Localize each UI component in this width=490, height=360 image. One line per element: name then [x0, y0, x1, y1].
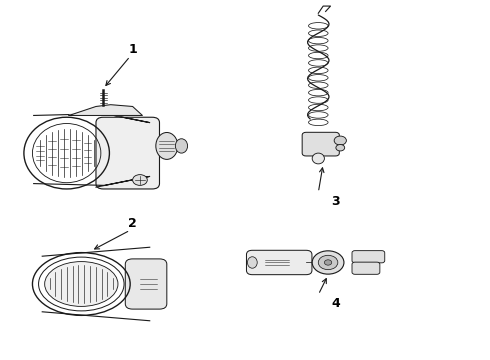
Ellipse shape	[312, 251, 344, 274]
FancyBboxPatch shape	[352, 262, 380, 274]
FancyBboxPatch shape	[246, 250, 312, 275]
Ellipse shape	[247, 257, 257, 268]
Text: 1: 1	[128, 42, 137, 55]
Ellipse shape	[133, 175, 147, 185]
Ellipse shape	[318, 255, 338, 270]
Ellipse shape	[334, 136, 346, 145]
Ellipse shape	[156, 132, 178, 159]
Ellipse shape	[336, 144, 344, 151]
FancyBboxPatch shape	[352, 251, 385, 263]
Text: 2: 2	[128, 216, 137, 230]
Ellipse shape	[175, 139, 188, 153]
FancyBboxPatch shape	[302, 132, 339, 156]
FancyBboxPatch shape	[125, 259, 167, 309]
Ellipse shape	[312, 153, 324, 164]
Text: 4: 4	[331, 297, 340, 310]
Ellipse shape	[45, 262, 118, 306]
Text: 3: 3	[331, 195, 340, 208]
FancyBboxPatch shape	[96, 117, 159, 189]
Polygon shape	[69, 105, 143, 116]
Ellipse shape	[324, 260, 332, 265]
